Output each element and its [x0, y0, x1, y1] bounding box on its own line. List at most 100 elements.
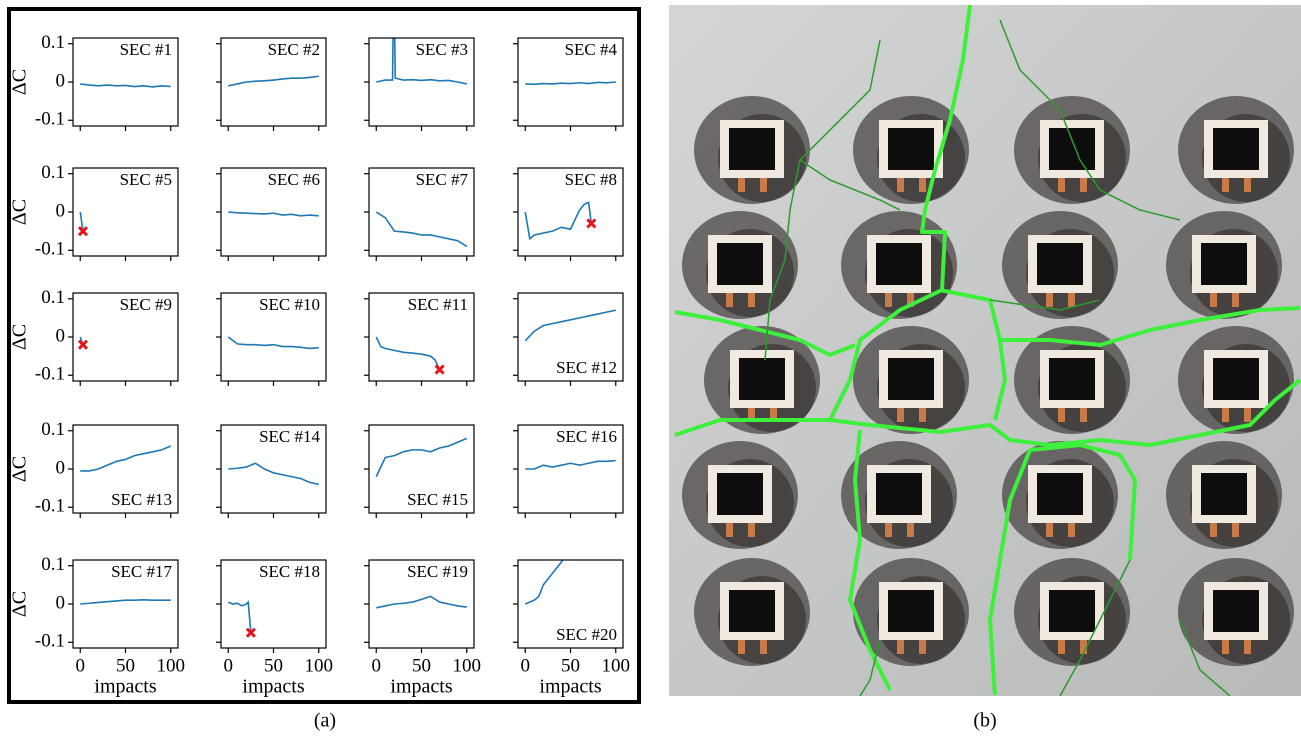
- data-line: [376, 595, 467, 609]
- x-axis-label: impacts: [242, 676, 304, 698]
- sensor-pad: [1049, 358, 1095, 400]
- x-tick-label: 0: [371, 655, 381, 676]
- data-line: [80, 83, 171, 88]
- failure-marker: [245, 627, 256, 638]
- copper-tab: [897, 178, 904, 192]
- sensor-pad: [876, 473, 922, 515]
- data-line: [228, 462, 319, 486]
- copper-tab: [1068, 293, 1075, 307]
- failure-marker: [586, 218, 597, 229]
- sensor-pad: [1213, 358, 1259, 400]
- copper-tab: [748, 293, 755, 307]
- subplot-title: SEC #11: [408, 295, 468, 314]
- crack-minor: [799, 159, 901, 211]
- x-tick-label: 100: [453, 655, 482, 676]
- y-tick-label: 0.1: [41, 419, 65, 440]
- caption: (a): [314, 710, 336, 732]
- subplot: SEC #2: [216, 37, 327, 131]
- failure-marker: [77, 226, 89, 237]
- x-tick-label: 50: [412, 655, 431, 676]
- copper-tab: [760, 640, 767, 654]
- x-tick-label: 0: [520, 655, 530, 676]
- y-tick-label: -0.1: [35, 364, 65, 385]
- subplot-title: SEC #8: [565, 170, 617, 189]
- copper-tab: [919, 408, 926, 422]
- sensor-pad: [729, 128, 775, 170]
- subplot: 0 50 100 SEC #18 impacts: [216, 559, 334, 698]
- subplot-title: SEC #1: [120, 40, 172, 59]
- x-tick-label: 50: [561, 655, 580, 676]
- subplot: -0.1 0 0.1 0 50 100 SEC #17 ΔC impacts: [9, 554, 185, 697]
- copper-tab: [919, 178, 926, 192]
- x-tick-label: 50: [264, 655, 283, 676]
- y-axis-label: ΔC: [9, 324, 31, 350]
- subplot: SEC #6: [216, 167, 327, 261]
- caption: (b): [973, 710, 996, 732]
- subplot-title: SEC #2: [268, 40, 320, 59]
- data-line: [80, 445, 172, 472]
- data-line: [79, 211, 84, 232]
- y-tick-label: 0: [56, 325, 66, 346]
- copper-tab: [1210, 523, 1217, 537]
- sensor-pad: [1049, 128, 1095, 170]
- failure-stroke: [586, 218, 597, 229]
- subplot: -0.1 0 0.1 SEC #13 ΔC: [9, 419, 179, 518]
- crack-major: [828, 5, 972, 421]
- subplot-title: SEC #13: [111, 490, 172, 509]
- data-line: [375, 437, 468, 477]
- copper-tab: [1232, 523, 1239, 537]
- y-axis-label: ΔC: [9, 456, 31, 482]
- subplot: -0.1 0 0.1 SEC #1 ΔC: [9, 32, 179, 131]
- copper-tab: [1080, 178, 1087, 192]
- subplot-title: SEC #20: [556, 625, 617, 644]
- data-line: [525, 459, 616, 470]
- copper-tab: [738, 640, 745, 654]
- subplot-title: SEC #9: [120, 295, 172, 314]
- copper-tab: [1080, 640, 1087, 654]
- crack-major: [1000, 306, 1301, 347]
- y-tick-label: 0.1: [41, 554, 65, 575]
- data-line: [227, 600, 252, 633]
- crack-major: [674, 378, 1301, 447]
- sensor-pad: [1213, 128, 1259, 170]
- failure-stroke: [434, 364, 445, 375]
- subplot: SEC #4: [513, 37, 624, 131]
- sensor-pad: [1201, 243, 1247, 285]
- x-axis-label: impacts: [94, 676, 156, 698]
- copper-tab: [907, 523, 914, 537]
- crack-major: [848, 429, 892, 691]
- copper-tab: [897, 640, 904, 654]
- y-axis-label: ΔC: [9, 69, 31, 95]
- crack-major: [1029, 443, 1137, 561]
- data-line: [524, 201, 593, 241]
- failure-marker: [434, 364, 445, 375]
- y-axis-label: ΔC: [9, 199, 31, 225]
- subplot: SEC #11: [364, 292, 475, 386]
- panel-a-frame: [7, 7, 641, 704]
- copper-tab: [885, 523, 892, 537]
- crack-minor: [1059, 559, 1131, 696]
- copper-tab: [1232, 293, 1239, 307]
- x-tick-label: 100: [157, 655, 186, 676]
- x-tick-label: 0: [75, 655, 85, 676]
- y-tick-label: 0: [56, 70, 66, 91]
- sensor-pad: [717, 243, 763, 285]
- x-axis-label: impacts: [539, 676, 601, 698]
- subplot-title: SEC #6: [268, 170, 320, 189]
- subplot-title: SEC #5: [120, 170, 172, 189]
- copper-tab: [1210, 293, 1217, 307]
- photo-content: [674, 5, 1301, 696]
- copper-tab: [748, 408, 755, 422]
- x-tick-label: 100: [305, 655, 334, 676]
- y-tick-label: 0.1: [41, 287, 65, 308]
- y-tick-label: 0.1: [41, 162, 65, 183]
- data-line: [228, 75, 319, 87]
- subplot-title: SEC #16: [556, 427, 617, 446]
- copper-tab: [1222, 408, 1229, 422]
- failure-stroke: [77, 226, 89, 237]
- subplot: SEC #10: [216, 292, 327, 386]
- data-line: [227, 336, 319, 350]
- sensor-pad: [739, 358, 785, 400]
- copper-tab: [1222, 640, 1229, 654]
